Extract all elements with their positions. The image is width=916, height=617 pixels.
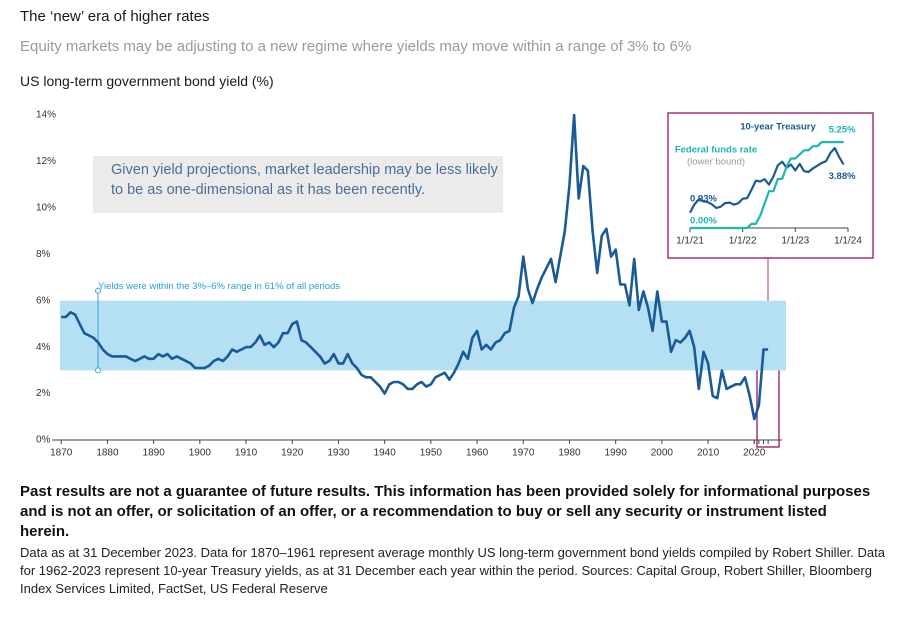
legend-note: (lower bound)	[687, 157, 745, 168]
legend-label: Federal funds rate	[675, 145, 757, 156]
subtitle: Equity markets may be adjusting to a new…	[20, 38, 692, 55]
x-tick-label: 1/1/22	[729, 236, 757, 247]
x-tick-label: 1880	[96, 448, 119, 459]
y-tick-label: 14%	[36, 110, 56, 121]
x-tick-label: 1950	[420, 448, 443, 459]
value-label: 5.25%	[829, 125, 856, 136]
title: The ‘new’ era of higher rates	[20, 8, 210, 25]
y-tick-label: 0%	[36, 435, 51, 446]
inset-frame	[667, 112, 874, 259]
x-tick-label: 2000	[651, 448, 674, 459]
chart-title: US long-term government bond yield (%)	[20, 73, 274, 89]
notes: Data as at 31 December 2023. Data for 18…	[20, 545, 885, 596]
x-tick-label: 1870	[50, 448, 73, 459]
x-tick-label: 1920	[281, 448, 304, 459]
x-tick-label: 1/1/24	[834, 236, 862, 247]
x-tick-label: 1930	[327, 448, 350, 459]
legend-label: 10-year Treasury	[740, 122, 816, 133]
x-tick-label: 1960	[466, 448, 489, 459]
x-tick-label: 1990	[605, 448, 628, 459]
x-tick-label: 2010	[697, 448, 720, 459]
x-tick-label: 2020	[743, 448, 766, 459]
x-tick-label: 1910	[235, 448, 258, 459]
value-label: 0.93%	[690, 193, 717, 204]
bracket-end	[95, 367, 101, 374]
callout: Given yield projections, market leadersh…	[93, 156, 503, 213]
line	[61, 113, 769, 421]
x-tick-label: 1940	[374, 448, 397, 459]
line	[689, 147, 845, 214]
x-tick-label: 1/1/21	[676, 236, 704, 247]
y-tick-label: 12%	[36, 156, 56, 167]
y-tick-label: 4%	[36, 342, 51, 353]
line	[690, 141, 844, 230]
bracket-end	[95, 287, 101, 294]
x-tick-label: 1900	[189, 448, 212, 459]
x-tick-label: 1970	[512, 448, 535, 459]
y-tick-label: 2%	[36, 388, 51, 399]
value-label: 3.88%	[829, 171, 856, 182]
disclaimer: Past results are not a guarantee of futu…	[20, 483, 871, 540]
y-tick-label: 10%	[36, 202, 56, 213]
x-tick-label: 1/1/23	[781, 236, 809, 247]
value-label: 0.00%	[690, 216, 717, 227]
y-tick-label: 8%	[36, 249, 51, 260]
range-band	[60, 300, 786, 371]
x-tick-label: 1890	[143, 448, 166, 459]
x-tick-label: 1980	[558, 448, 581, 459]
y-tick-label: 6%	[36, 295, 51, 306]
band-label: Yields were within the 3%–6% range in 61…	[98, 281, 340, 292]
